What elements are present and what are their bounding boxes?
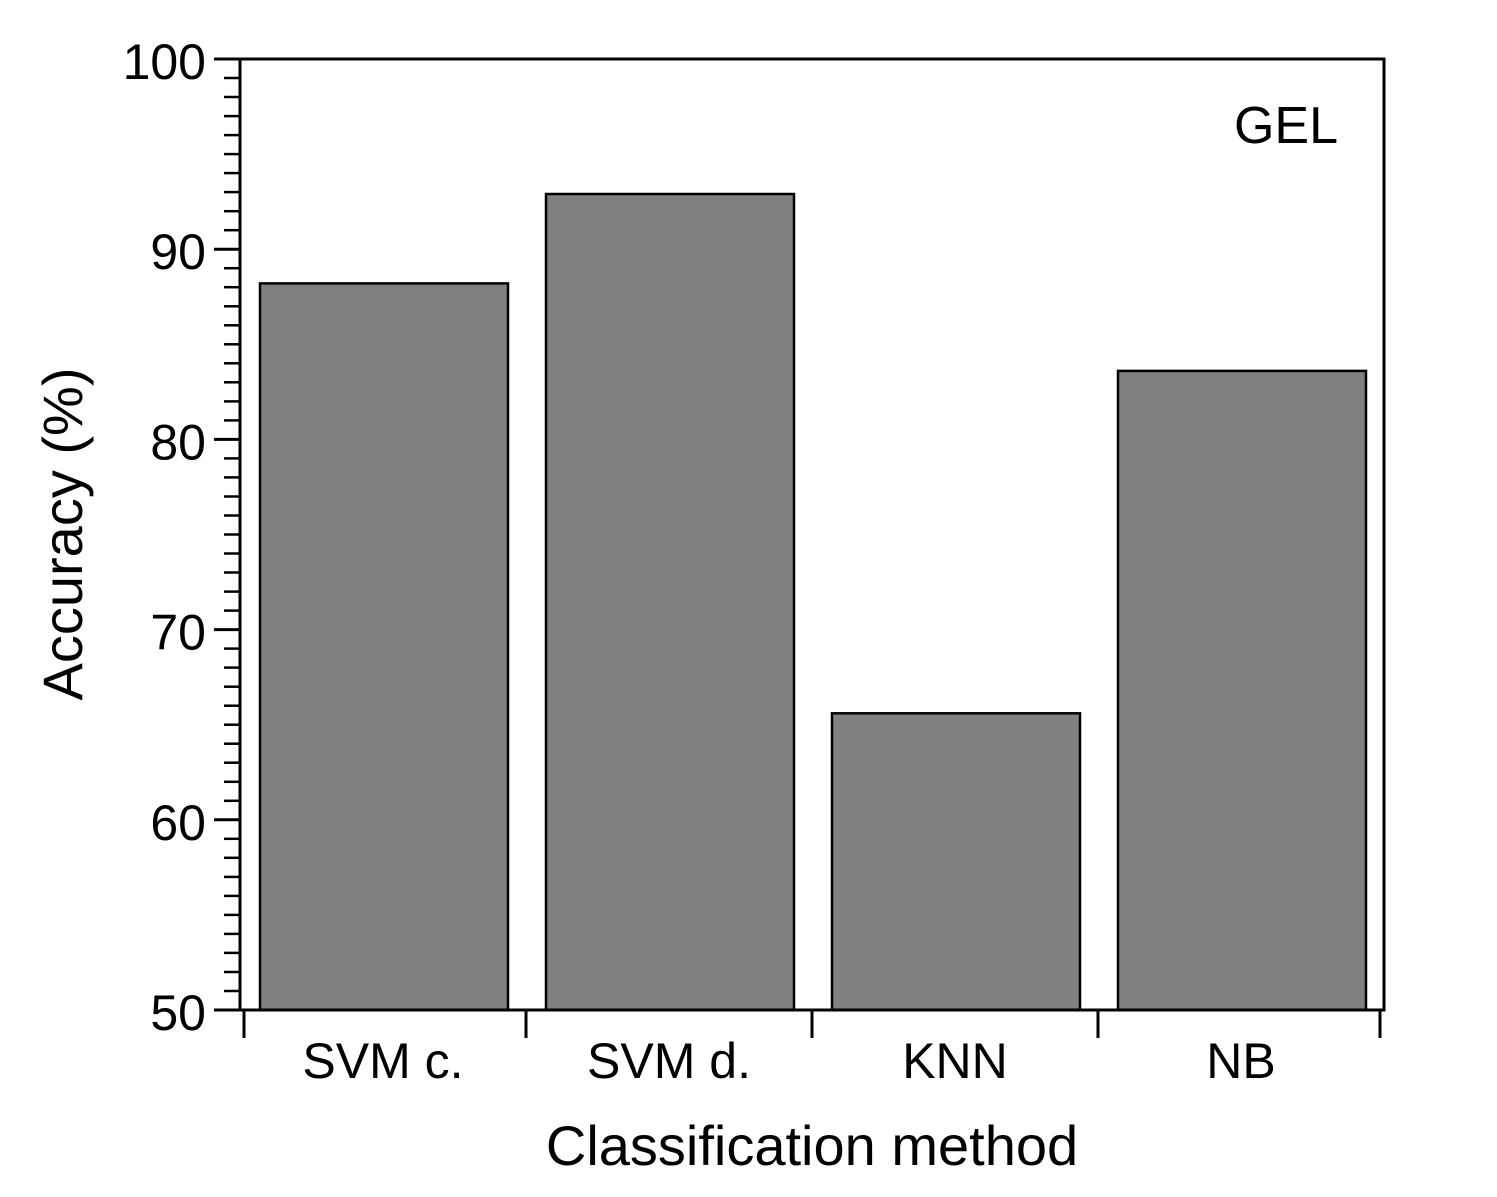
y-tick-label: 70 (150, 605, 206, 661)
x-axis-label: Classification method (546, 1114, 1078, 1177)
bar-knn (830, 712, 1082, 1012)
y-tick-label: 60 (150, 795, 206, 851)
bar-svm-c (258, 282, 510, 1012)
y-tick-label: 90 (150, 224, 206, 280)
x-tick-label: NB (1206, 1033, 1275, 1089)
x-tick-label: SVM d. (587, 1033, 751, 1089)
y-tick-label: 100 (123, 34, 206, 90)
bar-nb (1116, 369, 1368, 1012)
x-axis: SVM c. SVM d. KNN NB (242, 1010, 1382, 1089)
bar-svm-d (544, 192, 796, 1012)
bars-layer (258, 192, 1368, 1012)
y-tick-label: 50 (150, 985, 206, 1041)
y-tick-label: 80 (150, 414, 206, 470)
x-tick-label: SVM c. (302, 1033, 463, 1089)
y-axis: 50 60 70 80 90 100 (123, 34, 240, 1041)
x-tick-label: KNN (902, 1033, 1008, 1089)
y-axis-label: Accuracy (%) (31, 368, 94, 701)
panel-annotation: GEL (1234, 97, 1338, 155)
